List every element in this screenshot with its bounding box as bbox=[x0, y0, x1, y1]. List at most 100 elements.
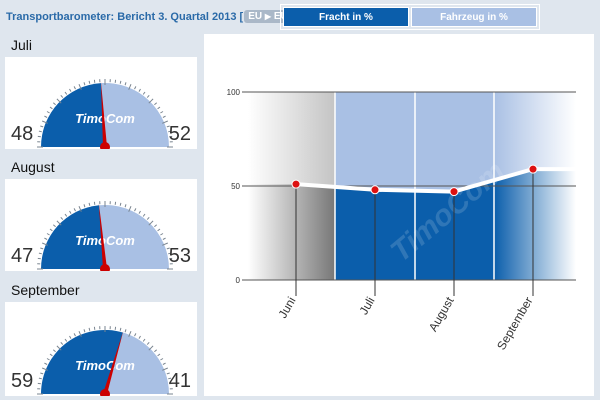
gauge-tick bbox=[52, 102, 56, 106]
gauge-tick bbox=[142, 338, 146, 342]
gauge-tick bbox=[88, 327, 91, 331]
x-tick-label: August bbox=[426, 294, 457, 334]
gauge-fracht-value: 59 bbox=[11, 370, 34, 392]
gauge-tick bbox=[60, 94, 64, 98]
gauge-tick bbox=[73, 333, 76, 337]
gauge-fracht-value: 47 bbox=[11, 245, 34, 267]
gauge-tick bbox=[128, 84, 132, 90]
gauge-tick bbox=[44, 237, 48, 240]
gauge-tick bbox=[134, 208, 137, 212]
month-label-juli: Juli bbox=[5, 34, 197, 56]
gauge-tick bbox=[42, 367, 48, 371]
gauge-panel-august: TimoCom 47 53 bbox=[5, 179, 197, 271]
gauge-tick bbox=[119, 202, 122, 206]
gauge-tick bbox=[60, 216, 64, 220]
gauge-logo: TimoCom bbox=[75, 358, 135, 373]
tab-outline bbox=[280, 4, 540, 30]
gauge-august: TimoCom bbox=[37, 201, 173, 271]
tab-fahrzeug[interactable]: Fahrzeug in % bbox=[411, 7, 537, 27]
tab-fracht[interactable]: Fracht in % bbox=[283, 7, 409, 27]
gauge-tick bbox=[168, 252, 172, 255]
gauge-tick bbox=[142, 213, 146, 217]
data-point bbox=[291, 179, 301, 189]
gauge-tick bbox=[148, 345, 154, 351]
chart-band-lower bbox=[248, 184, 335, 280]
gauge-fahrzeug-value: 52 bbox=[168, 123, 191, 145]
gauge-tick bbox=[162, 362, 166, 365]
gauge-tick bbox=[160, 111, 164, 114]
gauge-fracht-sector bbox=[41, 205, 105, 269]
gauge-tick bbox=[162, 120, 168, 124]
gauge-fahrzeug-value: 41 bbox=[168, 370, 191, 392]
data-point bbox=[370, 185, 380, 195]
gauge-tick bbox=[42, 242, 48, 246]
gauge-tick bbox=[78, 84, 82, 90]
gauge-logo: TimoCom bbox=[75, 233, 135, 248]
gauge-tick bbox=[46, 233, 50, 236]
gauge-tick bbox=[166, 247, 170, 250]
gauge-tick bbox=[40, 247, 44, 250]
gauge-tick bbox=[40, 125, 44, 128]
gauge-tick bbox=[124, 329, 127, 333]
gauge-tick bbox=[38, 130, 42, 133]
gauge-tick bbox=[142, 91, 146, 95]
gauge-tick bbox=[157, 353, 161, 357]
data-point bbox=[449, 187, 459, 197]
gauge-logo: TimoCom bbox=[75, 111, 135, 126]
gauge-tick bbox=[128, 206, 132, 212]
gauge-needle bbox=[98, 203, 107, 270]
gauge-tick bbox=[40, 372, 44, 375]
gauge-tick bbox=[157, 106, 161, 110]
gauge-fahrzeug-sector bbox=[105, 332, 170, 394]
gauge-tick bbox=[88, 202, 91, 206]
gauge-panel-juli: TimoCom 48 52 bbox=[5, 57, 197, 149]
gauge-tick bbox=[56, 98, 62, 104]
gauge-tick bbox=[160, 233, 164, 236]
gauge-needle-hub bbox=[100, 389, 110, 396]
play-arrow-icon: ▶ bbox=[264, 12, 272, 21]
gauge-tick bbox=[88, 80, 91, 84]
gauge-tick bbox=[162, 367, 168, 371]
gauge-tick bbox=[49, 228, 53, 232]
gauge-tick bbox=[56, 345, 62, 351]
gauge-panel-september: TimoCom 59 41 bbox=[5, 302, 197, 396]
gauge-tick bbox=[134, 86, 137, 90]
gauge-fahrzeug-value: 53 bbox=[168, 245, 191, 267]
gauge-tick bbox=[154, 224, 158, 228]
gauge-tick bbox=[83, 204, 86, 208]
y-tick-label: 100 bbox=[227, 88, 241, 97]
gauge-fracht-value: 48 bbox=[11, 123, 34, 145]
y-tick-label: 0 bbox=[236, 276, 241, 285]
gauge-tick bbox=[83, 82, 86, 86]
gauge-tick bbox=[124, 204, 127, 208]
gauge-tick bbox=[162, 242, 168, 246]
gauge-tick bbox=[166, 372, 170, 375]
gauge-tick bbox=[148, 220, 154, 226]
gauge-fahrzeug-sector bbox=[99, 205, 169, 269]
gauge-tick bbox=[69, 210, 72, 214]
gauge-tick bbox=[44, 362, 48, 365]
gauge-tick bbox=[46, 358, 50, 361]
route-from: EU bbox=[248, 11, 263, 22]
gauge-tick bbox=[56, 220, 62, 226]
gauge-needle-hub bbox=[100, 264, 110, 271]
gauge-tick bbox=[124, 82, 127, 86]
top-bar: Transportbarometer: Bericht 3. Quartal 2… bbox=[0, 0, 600, 32]
data-point bbox=[528, 164, 538, 174]
gauge-tick bbox=[154, 349, 158, 353]
gauge-september: TimoCom bbox=[37, 326, 173, 396]
x-tick-label: September bbox=[494, 295, 535, 353]
gauge-tick bbox=[166, 125, 170, 128]
gauge-tick bbox=[148, 98, 154, 104]
gauge-tick bbox=[73, 86, 76, 90]
chart-panel: 0 50 100 TimoCom Juni Juli August September bbox=[204, 34, 594, 396]
gauge-tick bbox=[38, 377, 42, 380]
gauge-tick bbox=[119, 80, 122, 84]
gauge-tick bbox=[78, 206, 82, 212]
x-tick-label: Juni bbox=[275, 295, 298, 321]
gauge-tick bbox=[146, 216, 150, 220]
gauge-tick bbox=[73, 208, 76, 212]
gauge-juli: TimoCom bbox=[37, 79, 173, 149]
month-label-august: August bbox=[5, 156, 197, 178]
